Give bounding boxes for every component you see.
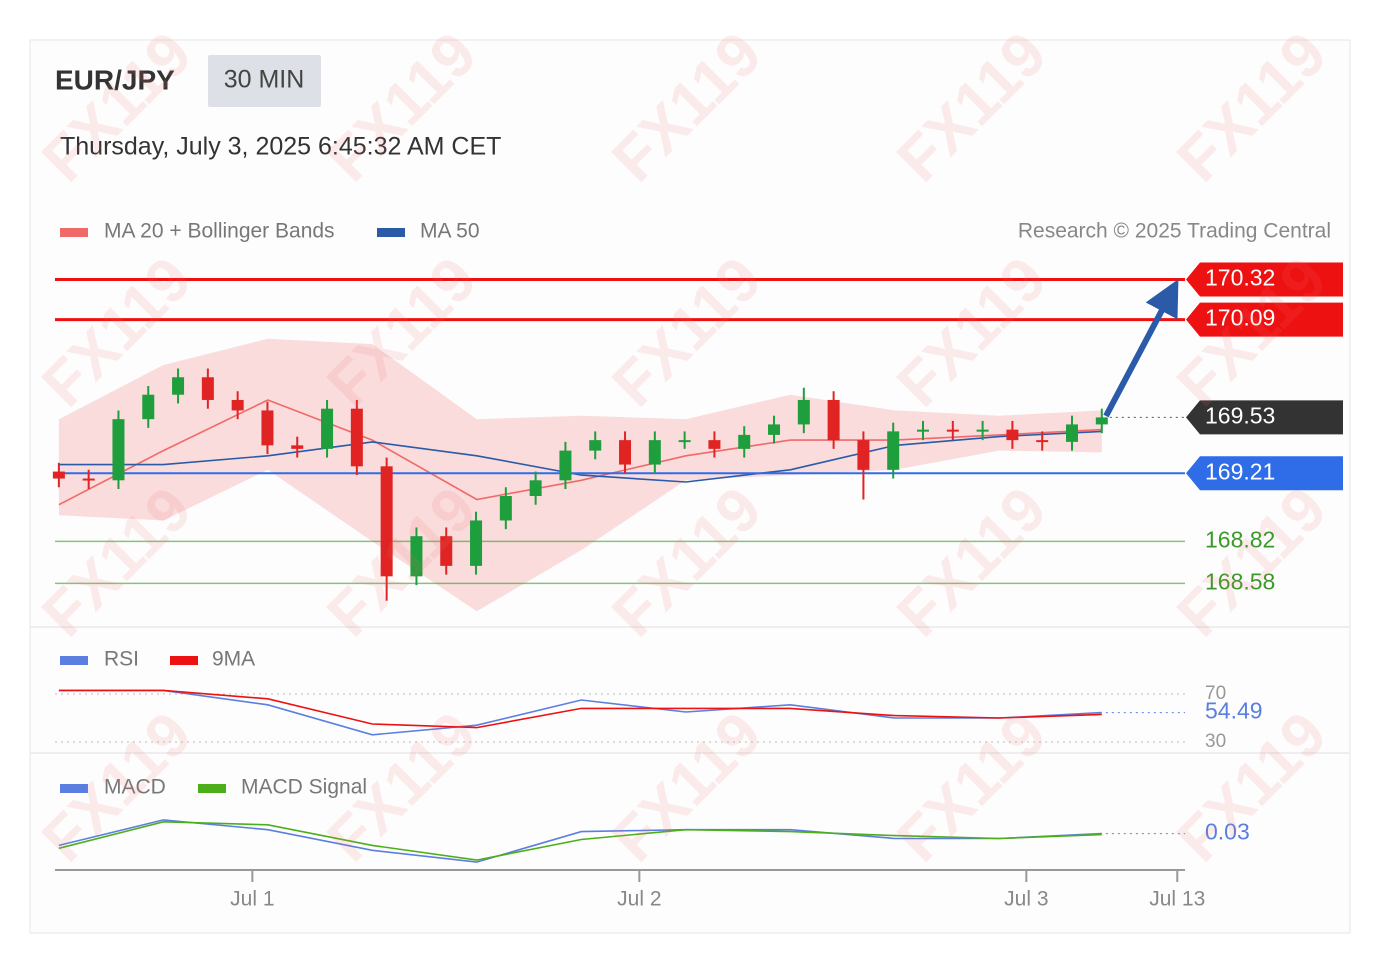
candle-body [887,431,900,470]
legend-swatch [377,228,405,237]
candle-body [648,440,661,465]
candle-body [112,419,125,481]
level-label: 168.58 [1205,568,1275,594]
candle-body [708,440,721,449]
candle-body [52,471,65,479]
x-tick-label: Jul 1 [230,888,274,911]
candle-body [738,434,751,449]
candle-body [559,450,572,481]
candle-body [470,520,483,566]
last-value-label: 54.49 [1205,698,1263,724]
legend-swatch [170,656,198,665]
series-line [58,819,1102,863]
level-label: 170.32 [1205,265,1275,291]
candle-body [768,424,781,435]
x-tick-label: Jul 3 [1004,888,1048,911]
last-value-label: 0.03 [1205,819,1250,845]
candle-body [529,480,542,497]
legend-label: MA 50 [420,220,480,243]
y-tick-label: 70 [1205,683,1226,704]
level-label: 170.09 [1205,305,1275,331]
card [29,39,1351,934]
series-line [58,399,1102,506]
legend-swatch [198,784,226,793]
legend-swatch [60,656,88,665]
legend-label: RSI [104,648,139,671]
legend-swatch [60,228,88,237]
candle-body [410,536,423,577]
candle-body [619,440,632,465]
candle-body [321,408,334,449]
level-label: 168.82 [1205,526,1275,552]
legend-label: MACD Signal [241,776,367,799]
timeframe-box [208,55,321,107]
candle-body [857,440,870,470]
series-line [58,689,1102,736]
candle-body [499,496,512,521]
candle-body [589,440,602,451]
candle-body [350,408,363,467]
last-price-tag [1186,400,1343,435]
candle-body [946,429,959,432]
candle-body [82,478,95,481]
series-line [58,689,1102,729]
candle-body [976,429,989,432]
legend-label: MACD [104,776,166,799]
legend-label: 9MA [212,648,255,671]
forecast-arrow [1103,279,1179,418]
level-tag [1186,302,1343,337]
level-label: 169.21 [1205,458,1275,484]
candle-body [1095,417,1108,425]
candle-body [797,399,810,425]
candle-body [1006,429,1019,441]
candle-body [142,394,155,420]
candle-body [172,377,185,395]
candle-body [1066,424,1078,442]
candle-body [440,536,453,566]
candle-body [201,377,214,400]
candle-body [917,429,930,432]
legend-swatch [60,784,88,793]
level-tag [1186,456,1343,491]
candle-body [1036,440,1049,443]
candle-body [231,399,244,411]
series-line [58,820,1102,861]
timeframe: 30 MIN [224,66,305,94]
candle-body [827,399,840,441]
credit: Research © 2025 Trading Central [1018,220,1331,243]
series-line [58,430,1102,483]
x-tick-label: Jul 2 [617,888,661,911]
symbol: EUR/JPY [55,64,175,95]
legend-label: MA 20 + Bollinger Bands [104,220,335,243]
last-price-label: 169.53 [1205,403,1275,429]
y-tick-label: 30 [1205,731,1226,752]
candle-body [380,466,393,577]
candle-body [291,445,304,449]
date: Thursday, July 3, 2025 6:45:32 AM CET [60,133,501,161]
candle-body [678,440,691,443]
plot: 170.32 170.09 169.21 168.82 168.58 169.53 30 70… [52,262,1343,911]
x-tick-label: Jul 13 [1149,888,1205,911]
level-tag [1186,262,1343,297]
candle-body [261,410,274,446]
